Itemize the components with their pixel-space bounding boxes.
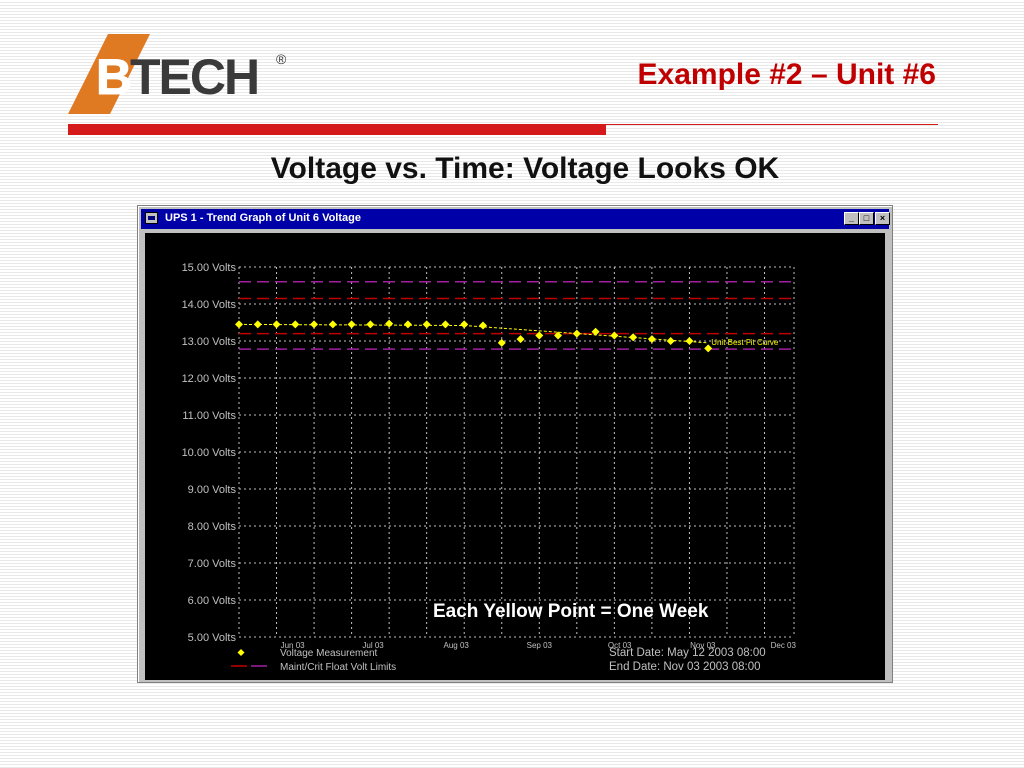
voltage-point [347,320,356,329]
svg-text:TECH: TECH [130,49,258,105]
voltage-point [535,331,544,340]
voltage-point [235,320,243,329]
slide-title: Example #2 – Unit #6 [637,58,936,91]
voltage-point [366,320,375,329]
svg-text:B: B [96,49,132,105]
x-tick-label: Aug 03 [443,641,469,650]
start-date-label: Start Date: May 12 2003 08:00 [609,647,766,659]
end-date-label: End Date: Nov 03 2003 08:00 [609,661,761,673]
x-tick-label: Nov 03 [690,641,716,650]
legend-label-limits: Maint/Crit Float Volt Limits [280,662,396,673]
y-tick-label: 10.00 Volts [182,447,237,459]
y-tick-label: 13.00 Volts [182,336,237,348]
voltage-point [403,320,412,329]
legend-marker-points [237,649,245,656]
voltage-point [460,320,469,329]
voltage-point [516,335,525,344]
voltage-point [554,331,563,340]
voltage-point [478,321,487,330]
y-tick-label: 14.00 Volts [182,299,237,311]
y-tick-label: 6.00 Volts [188,595,237,607]
y-tick-label: 11.00 Volts [182,410,236,422]
x-tick-label: Jun 03 [281,641,306,650]
voltage-point [497,338,506,347]
voltage-point [572,329,581,338]
x-tick-label: Sep 03 [527,641,553,650]
voltage-point [647,335,656,344]
x-tick-label: Oct 03 [608,641,632,650]
header-rule-thin [606,124,938,125]
y-tick-label: 5.00 Volts [188,632,237,644]
slide-subtitle: Voltage vs. Time: Voltage Looks OK [270,152,780,185]
voltage-point [666,337,675,345]
best-fit-label: Unit Best Fit Curve [711,338,779,347]
btech-logo: B TECH ® [68,34,287,114]
header-rule-thick [68,124,606,135]
app-icon[interactable] [145,212,158,224]
voltage-point [272,320,281,329]
minimize-button[interactable]: _ [844,212,859,225]
window-titlebar[interactable]: UPS 1 - Trend Graph of Unit 6 Voltage _ … [141,209,890,229]
voltage-point [385,319,394,328]
voltage-point [591,327,600,336]
y-tick-label: 7.00 Volts [188,558,237,570]
voltage-point [291,320,300,329]
voltage-point [441,320,450,329]
plot-area: 5.00 Volts 6.00 Volts 7.00 Volts 8.00 Volts… [145,233,885,680]
trend-graph-window: UPS 1 - Trend Graph of Unit 6 Voltage _ … [137,205,893,683]
voltage-point [422,320,431,329]
voltage-point [610,331,619,340]
maximize-button[interactable]: □ [859,212,874,225]
x-tick-label: Jul 03 [362,641,384,650]
legend-label-points: Voltage Measurement [280,648,378,659]
y-tick-label: 9.00 Volts [188,484,237,496]
chart-annotation: Each Yellow Point = One Week [433,601,709,622]
voltage-point [685,337,694,345]
y-tick-label: 8.00 Volts [188,521,237,533]
voltage-point [704,344,713,353]
svg-text:®: ® [276,51,287,67]
voltage-point [310,320,319,329]
close-button[interactable]: × [875,212,890,225]
window-title: UPS 1 - Trend Graph of Unit 6 Voltage [165,212,361,224]
y-tick-label: 12.00 Volts [182,373,237,385]
voltage-point [253,320,262,329]
y-tick-label: 15.00 Volts [182,262,237,274]
x-tick-label: Dec 03 [771,641,797,650]
voltage-trend-chart: 5.00 Volts 6.00 Volts 7.00 Volts 8.00 Volts… [182,262,797,673]
voltage-point [328,320,337,329]
voltage-point [629,333,638,342]
